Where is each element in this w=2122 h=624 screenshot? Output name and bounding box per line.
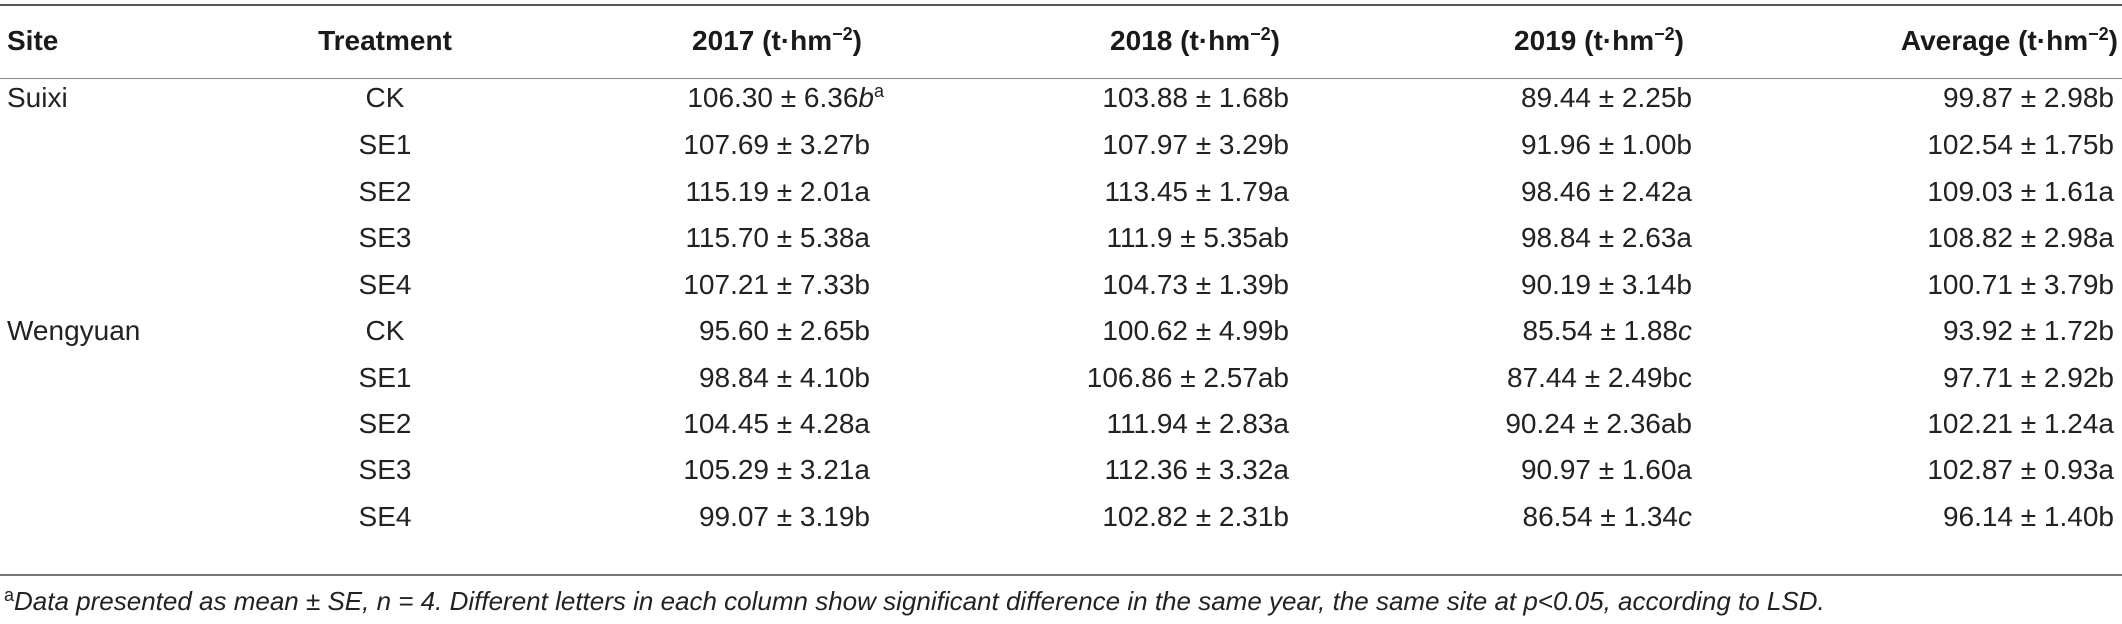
cell-average: 96.14 ± 1.40b <box>1942 501 2114 532</box>
cell-site: Suixi <box>7 82 68 113</box>
cell-2018: 100.62 ± 4.99b <box>1102 315 1289 346</box>
cell-2019: 98.84 ± 2.63a <box>1520 222 1692 253</box>
cell-2018: 102.82 ± 2.31b <box>1102 501 1289 532</box>
cell-treatment: SE2 <box>358 176 412 207</box>
cell-treatment: SE1 <box>358 129 412 160</box>
header-site: Site <box>7 25 59 56</box>
cell-treatment: SE4 <box>358 269 412 300</box>
cell-2018: 104.73 ± 1.39b <box>1102 269 1289 300</box>
header-treatment: Treatment <box>318 25 452 56</box>
cell-average: 93.92 ± 1.72b <box>1942 315 2114 346</box>
cell-treatment: SE3 <box>358 222 412 253</box>
cell-2018: 111.94 ± 2.83a <box>1106 408 1289 439</box>
table-footnote: aData presented as mean ± SE, n = 4. Dif… <box>4 585 1825 616</box>
cell-2017: 104.45 ± 4.28a <box>683 408 870 439</box>
cell-treatment: SE4 <box>358 501 412 532</box>
cell-average: 102.21 ± 1.24a <box>1927 408 2114 439</box>
cell-treatment: SE2 <box>358 408 412 439</box>
cell-2019: 90.97 ± 1.60a <box>1520 454 1692 485</box>
header-2018: 2018 (t·hm−2) <box>1110 24 1280 56</box>
cell-2018: 111.9 ± 5.35ab <box>1106 222 1289 253</box>
cell-2019: 90.19 ± 3.14b <box>1520 269 1692 300</box>
table-top-rule <box>0 4 2122 6</box>
cell-2018: 112.36 ± 3.32a <box>1104 454 1289 485</box>
cell-treatment: SE1 <box>358 362 412 393</box>
cell-average: 100.71 ± 3.79b <box>1927 269 2114 300</box>
header-2019: 2019 (t·hm−2) <box>1514 24 1684 56</box>
cell-2019: 85.54 ± 1.88c <box>1522 315 1693 346</box>
cell-average: 109.03 ± 1.61a <box>1927 176 2114 207</box>
cell-2017: 95.60 ± 2.65b <box>698 315 870 346</box>
cell-2019: 91.96 ± 1.00b <box>1520 129 1692 160</box>
cell-2019: 90.24 ± 2.36ab <box>1505 408 1692 439</box>
header-2017: 2017 (t·hm−2) <box>692 24 862 56</box>
cell-average: 97.71 ± 2.92b <box>1942 362 2114 393</box>
cell-treatment: CK <box>365 315 405 346</box>
cell-site: Wengyuan <box>7 315 141 346</box>
header-average: Average (t·hm−2) <box>1900 24 2118 56</box>
cell-2017: 107.21 ± 7.33b <box>683 269 870 300</box>
cell-2017: 99.07 ± 3.19b <box>698 501 870 532</box>
cell-2018: 107.97 ± 3.29b <box>1102 129 1289 160</box>
cell-2018: 113.45 ± 1.79a <box>1104 176 1289 207</box>
cell-2019: 89.44 ± 2.25b <box>1520 82 1692 113</box>
cell-2017: 106.30 ± 6.36ba <box>687 81 884 113</box>
cell-2017: 115.19 ± 2.01a <box>685 176 870 207</box>
cell-2018: 103.88 ± 1.68b <box>1102 82 1289 113</box>
cell-2017: 98.84 ± 4.10b <box>698 362 870 393</box>
cell-2019: 98.46 ± 2.42a <box>1520 176 1692 207</box>
cell-treatment: CK <box>365 82 405 113</box>
cell-2017: 105.29 ± 3.21a <box>683 454 870 485</box>
cell-average: 99.87 ± 2.98b <box>1942 82 2114 113</box>
cell-2019: 86.54 ± 1.34c <box>1522 501 1693 532</box>
table-bottom-rule <box>0 574 2122 576</box>
cell-treatment: SE3 <box>358 454 412 485</box>
header-rule <box>0 78 2122 79</box>
cell-average: 108.82 ± 2.98a <box>1927 222 2114 253</box>
cell-2018: 106.86 ± 2.57ab <box>1086 362 1289 393</box>
cell-average: 102.54 ± 1.75b <box>1927 129 2114 160</box>
cell-average: 102.87 ± 0.93a <box>1927 454 2114 485</box>
cell-2017: 107.69 ± 3.27b <box>683 129 870 160</box>
cell-2017: 115.70 ± 5.38a <box>685 222 870 253</box>
cell-2019: 87.44 ± 2.49bc <box>1506 362 1692 393</box>
